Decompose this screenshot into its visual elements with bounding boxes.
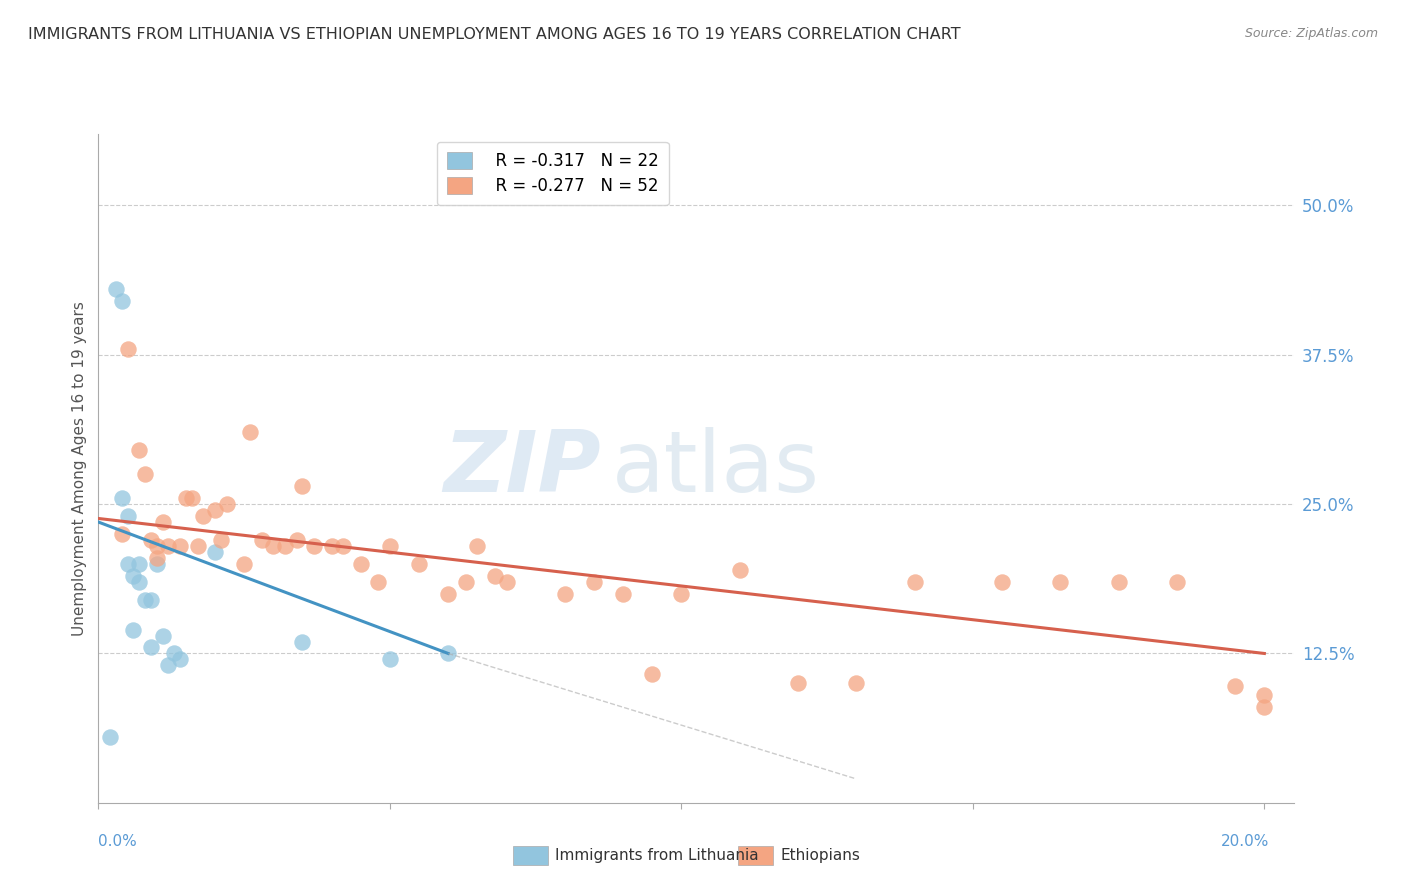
Point [437, 647, 460, 661]
Point [367, 574, 389, 589]
Point [193, 509, 215, 524]
Point [152, 515, 174, 529]
Point [111, 527, 134, 541]
Point [285, 533, 308, 547]
Point [163, 647, 186, 661]
Point [903, 574, 925, 589]
Point [233, 557, 256, 571]
Point [291, 479, 314, 493]
Y-axis label: Unemployment Among Ages 16 to 19 years: Unemployment Among Ages 16 to 19 years [72, 301, 87, 636]
Point [180, 491, 202, 505]
Point [157, 539, 180, 553]
Point [378, 652, 401, 666]
Text: IMMIGRANTS FROM LITHUANIA VS ETHIOPIAN UNEMPLOYMENT AMONG AGES 16 TO 19 YEARS CO: IMMIGRANTS FROM LITHUANIA VS ETHIOPIAN U… [28, 27, 960, 42]
Point [787, 676, 810, 690]
Point [1225, 679, 1247, 693]
Point [174, 491, 197, 505]
Point [169, 652, 191, 666]
Point [128, 574, 150, 589]
Point [215, 497, 238, 511]
Point [350, 557, 373, 571]
Point [122, 623, 145, 637]
Point [728, 563, 751, 577]
Point [209, 533, 232, 547]
Point [152, 628, 174, 642]
Point [128, 557, 150, 571]
Point [204, 545, 226, 559]
Point [239, 425, 262, 440]
Point [117, 557, 139, 571]
Point [1108, 574, 1130, 589]
Point [302, 539, 325, 553]
Point [134, 592, 156, 607]
Point [321, 539, 343, 553]
Point [157, 658, 180, 673]
Point [991, 574, 1014, 589]
Point [104, 282, 127, 296]
Point [262, 539, 284, 553]
Point [145, 550, 167, 565]
Point [1253, 688, 1275, 702]
Point [186, 539, 208, 553]
Point [554, 587, 576, 601]
Point [117, 509, 139, 524]
Point [845, 676, 868, 690]
Point [250, 533, 273, 547]
Point [128, 443, 150, 458]
Point [117, 342, 139, 356]
Point [454, 574, 477, 589]
Point [671, 587, 693, 601]
Point [145, 539, 167, 553]
Point [274, 539, 297, 553]
Point [408, 557, 430, 571]
Text: Source: ZipAtlas.com: Source: ZipAtlas.com [1244, 27, 1378, 40]
Point [98, 730, 121, 744]
Point [111, 491, 134, 505]
Point [291, 634, 314, 648]
Point [437, 587, 460, 601]
Point [122, 569, 145, 583]
Text: 20.0%: 20.0% [1222, 834, 1270, 849]
Point [495, 574, 517, 589]
Point [1253, 700, 1275, 714]
Text: Ethiopians: Ethiopians [780, 848, 860, 863]
Point [111, 294, 134, 309]
Point [1049, 574, 1071, 589]
Point [139, 592, 162, 607]
Point [139, 640, 162, 655]
Text: 0.0%: 0.0% [98, 834, 138, 849]
Point [582, 574, 605, 589]
Point [139, 533, 162, 547]
Point [641, 666, 664, 681]
Point [484, 569, 506, 583]
Point [145, 557, 167, 571]
Point [467, 539, 489, 553]
Text: atlas: atlas [613, 426, 820, 510]
Point [378, 539, 401, 553]
Point [169, 539, 191, 553]
Point [332, 539, 354, 553]
Point [134, 467, 156, 482]
Text: Immigrants from Lithuania: Immigrants from Lithuania [555, 848, 759, 863]
Point [1166, 574, 1188, 589]
Text: ZIP: ZIP [443, 426, 600, 510]
Point [612, 587, 634, 601]
Legend:   R = -0.317   N = 22,   R = -0.277   N = 52: R = -0.317 N = 22, R = -0.277 N = 52 [436, 142, 669, 205]
Point [204, 503, 226, 517]
